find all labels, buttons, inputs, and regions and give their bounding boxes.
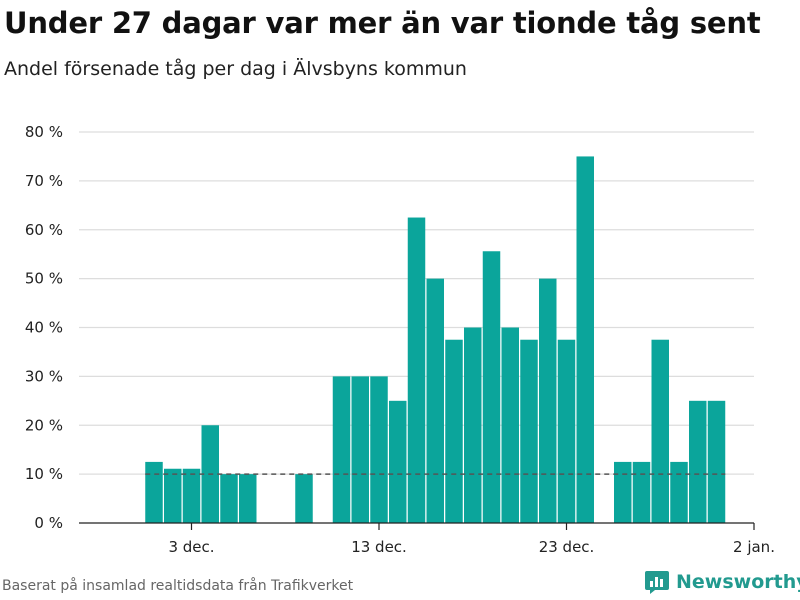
y-tick-label: 30 % — [25, 367, 63, 385]
bar[interactable] — [689, 400, 707, 523]
bar[interactable] — [464, 327, 482, 524]
bar[interactable] — [389, 400, 407, 523]
x-tick-label: 3 dec. — [168, 538, 214, 556]
brand-name: Newsworthy — [676, 571, 800, 593]
bar[interactable] — [370, 376, 388, 523]
x-tick-label: 23 dec. — [539, 538, 595, 556]
bar[interactable] — [576, 156, 595, 523]
bar[interactable] — [651, 339, 670, 523]
bar[interactable] — [557, 339, 576, 523]
bar[interactable] — [295, 474, 313, 523]
y-tick-label: 40 % — [25, 319, 63, 337]
x-tick-label: 2 jan. — [733, 538, 775, 556]
bar[interactable] — [482, 251, 501, 523]
source-note: Baserat på insamlad realtidsdata från Tr… — [2, 578, 354, 594]
bar[interactable] — [145, 461, 163, 523]
x-tick-label: 13 dec. — [351, 538, 407, 556]
bar[interactable] — [220, 474, 238, 523]
y-tick-label: 20 % — [25, 416, 63, 434]
y-tick-label: 80 % — [25, 123, 63, 141]
y-tick-label: 70 % — [25, 172, 63, 190]
y-axis-labels: 0 % 10 % 20 % 30 % 40 % 50 % 60 % 70 % 80 % — [25, 123, 63, 532]
bar[interactable] — [182, 468, 201, 523]
bars — [145, 156, 726, 524]
chart-subtitle: Andel försenade tåg per dag i Älvsbyns k… — [4, 58, 467, 80]
newsworthy-logo-icon — [645, 571, 669, 594]
bar[interactable] — [407, 217, 426, 523]
bar[interactable] — [520, 339, 538, 523]
bar[interactable] — [332, 376, 351, 523]
bar[interactable] — [501, 327, 520, 524]
bar[interactable] — [670, 461, 688, 523]
bar[interactable] — [632, 461, 651, 523]
bar[interactable] — [426, 278, 445, 523]
y-tick-label: 50 % — [25, 270, 63, 288]
bar[interactable] — [351, 376, 370, 523]
chart-title: Under 27 dagar var mer än var tionde tåg… — [4, 6, 761, 40]
bar[interactable] — [445, 339, 463, 523]
bar[interactable] — [164, 468, 182, 523]
bar[interactable] — [239, 474, 257, 523]
bar[interactable] — [614, 461, 632, 523]
y-tick-label: 10 % — [25, 465, 63, 483]
y-tick-label: 0 % — [34, 514, 63, 532]
x-axis: 3 dec. 13 dec. 23 dec. 2 jan. — [79, 522, 775, 556]
y-tick-label: 60 % — [25, 221, 63, 239]
brand-logo[interactable]: Newsworthy — [644, 569, 800, 595]
bar[interactable] — [707, 400, 726, 523]
bar[interactable] — [539, 278, 557, 523]
